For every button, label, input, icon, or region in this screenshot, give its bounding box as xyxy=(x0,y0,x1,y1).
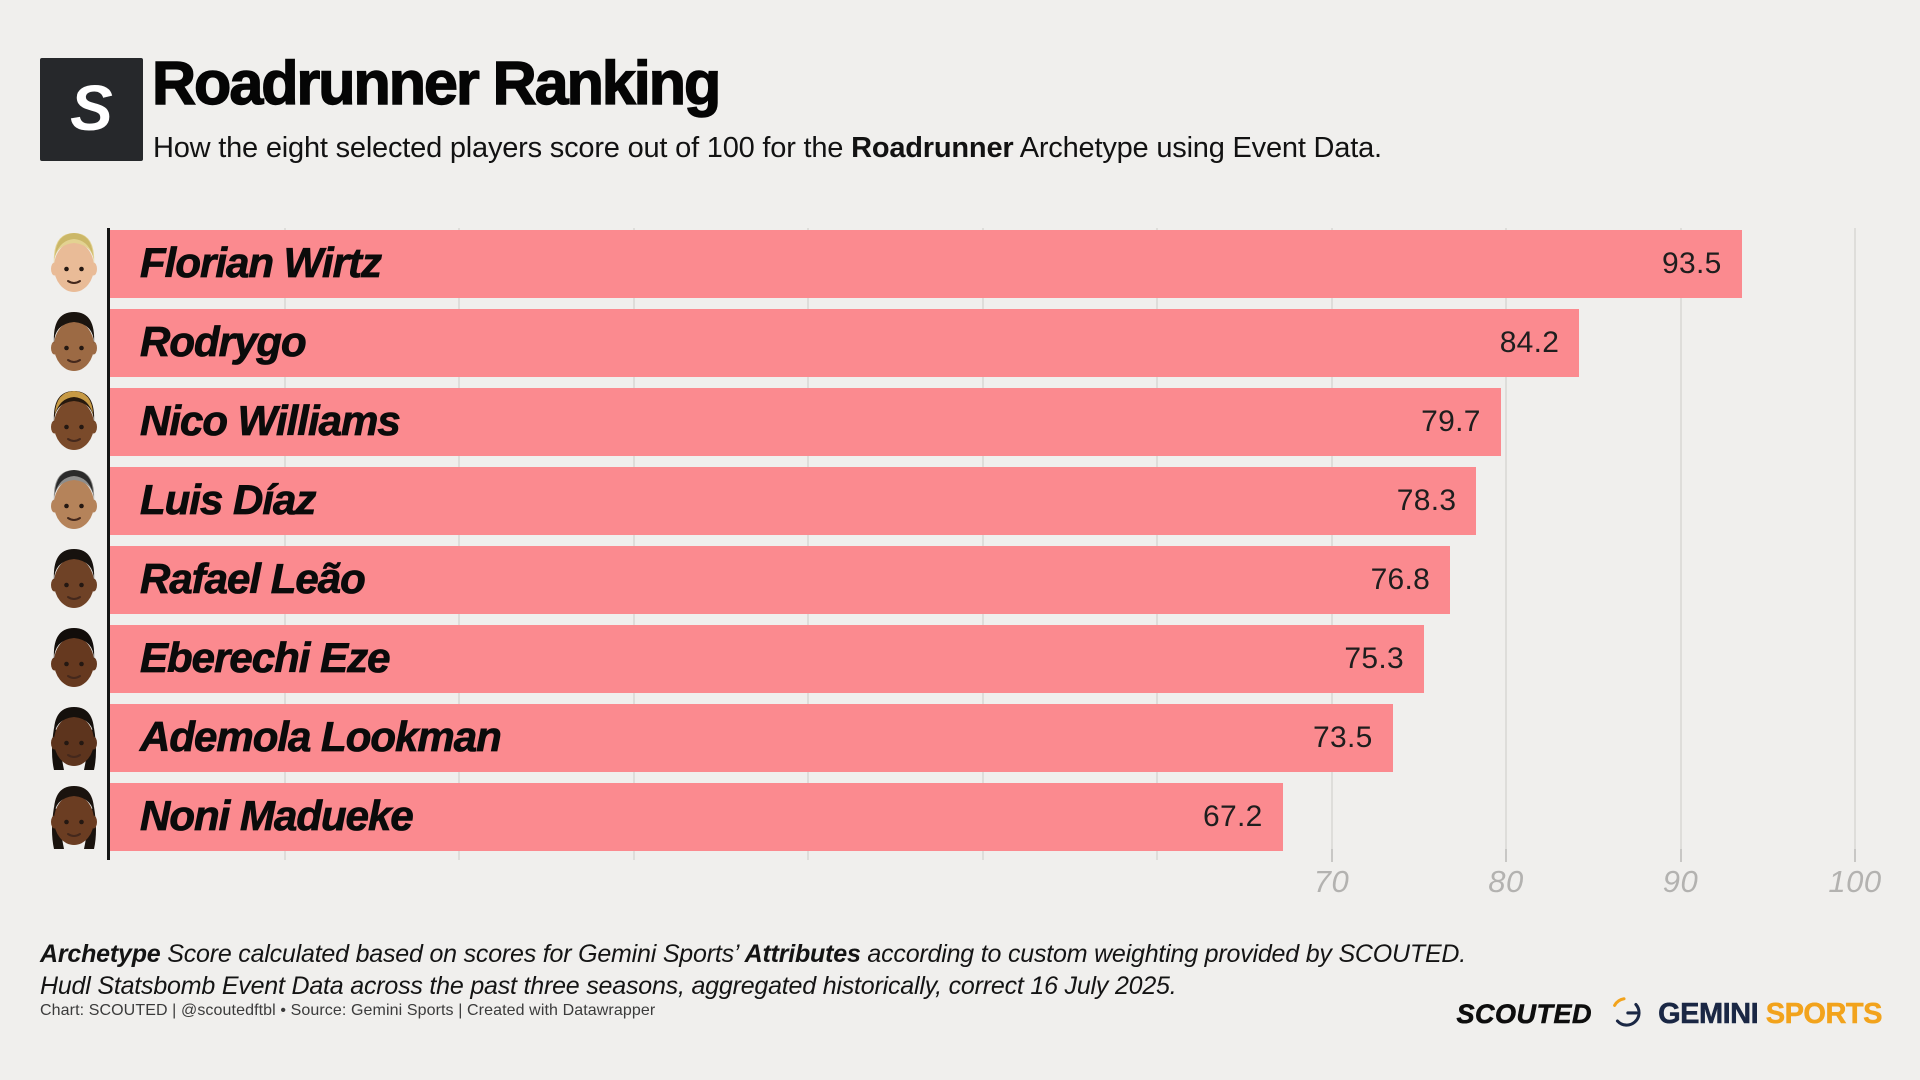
player-name-label: Eberechi Eze xyxy=(140,634,391,682)
bar-row: Florian Wirtz 93.5 xyxy=(0,230,1920,298)
score-bar: Eberechi Eze 75.3 xyxy=(110,625,1424,693)
sports-word: SPORTS xyxy=(1765,997,1882,1030)
scouted-logo-letter: S xyxy=(70,71,113,144)
page-subtitle: How the eight selected players score out… xyxy=(153,132,1382,165)
player-name-label: Florian Wirtz xyxy=(140,239,383,287)
scouted-wordmark: SCOUTED xyxy=(1456,998,1593,1029)
x-axis-tick-90 xyxy=(1679,849,1682,862)
score-value-label: 67.2 xyxy=(1203,800,1263,833)
scouted-logo-badge: S xyxy=(40,58,143,161)
attribution-line: Chart: SCOUTED | @scoutedftbl • Source: … xyxy=(40,1002,656,1019)
bar-row: Nico Williams 79.7 xyxy=(0,388,1920,456)
x-axis-tick-100 xyxy=(1854,849,1856,862)
x-axis-label-90: 90 xyxy=(1662,864,1699,899)
x-axis-tick-80 xyxy=(1505,849,1507,862)
player-name-label: Rafael Leão xyxy=(140,555,367,603)
player-name-label: Rodrygo xyxy=(140,318,307,366)
bar-row: Ademola Lookman 73.5 xyxy=(0,704,1920,772)
score-bar: Ademola Lookman 73.5 xyxy=(110,704,1393,772)
player-avatar xyxy=(42,220,106,298)
subtitle-text-suffix: Archetype using Event Data. xyxy=(1013,132,1382,164)
gridline-60 xyxy=(1156,228,1158,860)
bar-row: Rafael Leão 76.8 xyxy=(0,546,1920,614)
gridline-50 xyxy=(981,228,984,860)
gridline-20 xyxy=(458,228,460,860)
subtitle-text: How the eight selected players score out… xyxy=(153,132,852,164)
x-axis-label-80: 80 xyxy=(1488,864,1524,899)
footnote-line-2: Hudl Statsbomb Event Data across the pas… xyxy=(40,972,1177,1000)
player-name-label: Ademola Lookman xyxy=(140,713,503,761)
gridline-40 xyxy=(807,228,809,860)
player-avatar xyxy=(42,694,106,772)
footnote-line-1: Archetype Score calculated based on scor… xyxy=(40,940,1467,968)
player-avatar xyxy=(42,773,106,851)
score-value-label: 76.8 xyxy=(1370,563,1431,596)
score-bar: Luis Díaz 78.3 xyxy=(110,467,1477,535)
player-name-label: Luis Díaz xyxy=(140,476,317,524)
gemini-word: GEMINI xyxy=(1658,997,1759,1030)
score-bar: Rodrygo 84.2 xyxy=(110,309,1580,377)
gridline-70 xyxy=(1330,228,1333,860)
player-avatar xyxy=(42,457,106,535)
x-axis-tick-70 xyxy=(1330,849,1333,862)
player-avatar xyxy=(42,536,106,614)
page-title: Roadrunner Ranking xyxy=(151,48,722,117)
footnote-bold-attributes: Attributes xyxy=(744,940,861,968)
bar-row: Eberechi Eze 75.3 xyxy=(0,625,1920,693)
score-bar: Noni Madueke 67.2 xyxy=(110,783,1283,851)
score-value-label: 93.5 xyxy=(1661,247,1722,280)
x-axis-label-100: 100 xyxy=(1828,864,1882,899)
footnote-bold-archetype: Archetype xyxy=(40,940,161,968)
chart-footnote: Archetype Score calculated based on scor… xyxy=(40,938,1466,1002)
player-name-label: Nico Williams xyxy=(140,397,402,445)
bar-row: Luis Díaz 78.3 xyxy=(0,467,1920,535)
score-bar: Rafael Leão 76.8 xyxy=(110,546,1451,614)
y-axis-line xyxy=(107,228,110,860)
branding-row: SCOUTED GEMINI SPORTS xyxy=(1456,994,1883,1034)
score-value-label: 78.3 xyxy=(1396,484,1457,517)
gridline-30 xyxy=(632,228,635,860)
gemini-sports-wordmark: GEMINI SPORTS xyxy=(1658,997,1883,1031)
player-name-label: Noni Madueke xyxy=(140,792,415,840)
gridline-100 xyxy=(1854,228,1856,860)
player-avatar xyxy=(42,378,106,456)
player-avatar xyxy=(42,615,106,693)
subtitle-archetype-name: Roadrunner xyxy=(851,132,1014,164)
bar-row: Rodrygo 84.2 xyxy=(0,309,1920,377)
score-bar: Florian Wirtz 93.5 xyxy=(110,230,1742,298)
x-axis-label-70: 70 xyxy=(1313,864,1350,899)
player-avatar xyxy=(42,299,106,377)
score-value-label: 79.7 xyxy=(1421,405,1481,438)
gemini-sports-icon xyxy=(1608,995,1642,1034)
gridline-80 xyxy=(1505,228,1507,860)
gridline-90 xyxy=(1679,228,1682,860)
score-bar: Nico Williams 79.7 xyxy=(110,388,1501,456)
gridline-10 xyxy=(283,228,286,860)
score-value-label: 75.3 xyxy=(1344,642,1404,675)
bar-row: Noni Madueke 67.2 xyxy=(0,783,1920,851)
score-value-label: 73.5 xyxy=(1312,721,1373,754)
score-value-label: 84.2 xyxy=(1499,326,1560,359)
